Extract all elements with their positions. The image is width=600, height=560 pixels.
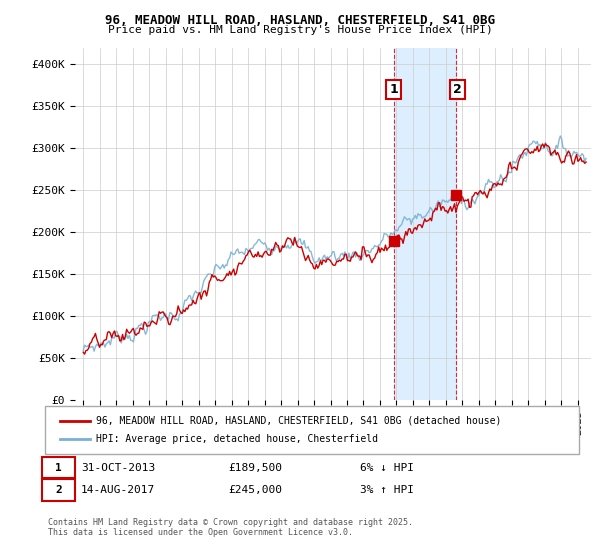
- Text: 96, MEADOW HILL ROAD, HASLAND, CHESTERFIELD, S41 0BG: 96, MEADOW HILL ROAD, HASLAND, CHESTERFI…: [105, 14, 495, 27]
- Text: 31-OCT-2013: 31-OCT-2013: [81, 463, 155, 473]
- Text: Contains HM Land Registry data © Crown copyright and database right 2025.
This d: Contains HM Land Registry data © Crown c…: [48, 518, 413, 538]
- Text: 1: 1: [55, 463, 62, 473]
- Text: HPI: Average price, detached house, Chesterfield: HPI: Average price, detached house, Ches…: [96, 434, 378, 444]
- Text: 6% ↓ HPI: 6% ↓ HPI: [360, 463, 414, 473]
- Text: Price paid vs. HM Land Registry's House Price Index (HPI): Price paid vs. HM Land Registry's House …: [107, 25, 493, 35]
- Text: 14-AUG-2017: 14-AUG-2017: [81, 485, 155, 495]
- Text: 2: 2: [55, 485, 62, 495]
- Text: £189,500: £189,500: [228, 463, 282, 473]
- Text: 2: 2: [454, 83, 462, 96]
- Text: £245,000: £245,000: [228, 485, 282, 495]
- Text: 1: 1: [389, 83, 398, 96]
- Text: 96, MEADOW HILL ROAD, HASLAND, CHESTERFIELD, S41 0BG (detached house): 96, MEADOW HILL ROAD, HASLAND, CHESTERFI…: [96, 416, 502, 426]
- Text: 3% ↑ HPI: 3% ↑ HPI: [360, 485, 414, 495]
- Bar: [394, 48, 456, 400]
